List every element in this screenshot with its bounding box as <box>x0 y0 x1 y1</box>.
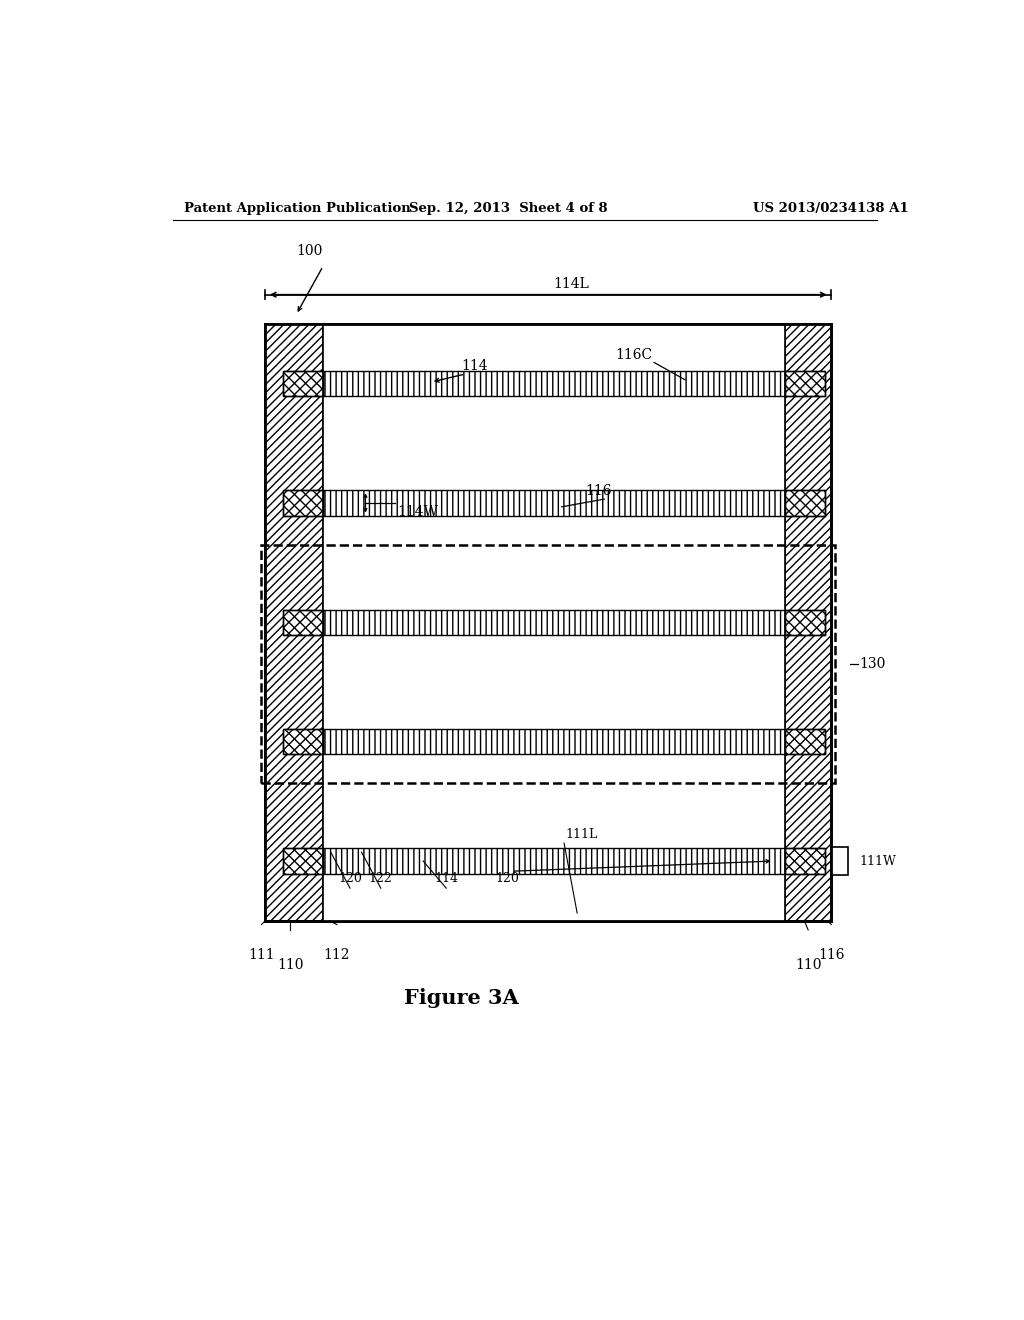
Bar <box>785 490 825 516</box>
Bar <box>283 729 323 755</box>
Text: 114: 114 <box>462 359 488 374</box>
Text: 114W: 114W <box>397 506 438 519</box>
Bar <box>785 323 831 921</box>
Text: 111W: 111W <box>860 854 897 867</box>
Text: Figure 3A: Figure 3A <box>404 987 519 1007</box>
Bar <box>785 849 825 874</box>
Text: US 2013/0234138 A1: US 2013/0234138 A1 <box>754 202 909 215</box>
Bar <box>785 729 825 755</box>
Bar <box>323 729 785 755</box>
Text: 116: 116 <box>585 484 611 499</box>
Bar <box>785 610 825 635</box>
Bar <box>283 371 323 396</box>
Text: 116C: 116C <box>615 347 652 362</box>
Bar <box>323 849 785 874</box>
Bar <box>323 490 785 516</box>
Text: 112: 112 <box>324 948 350 962</box>
Bar <box>785 371 825 396</box>
Bar <box>283 490 323 516</box>
Text: 122: 122 <box>369 873 392 886</box>
Bar <box>265 323 831 921</box>
Bar <box>323 323 785 921</box>
Text: 116: 116 <box>818 948 845 962</box>
Bar <box>785 371 825 396</box>
Bar <box>283 849 323 874</box>
Bar <box>323 610 785 635</box>
Bar <box>283 849 323 874</box>
Text: 114: 114 <box>434 873 459 886</box>
Text: 120: 120 <box>496 873 520 886</box>
Bar <box>283 610 323 635</box>
Bar <box>785 729 825 755</box>
Bar <box>831 847 848 875</box>
Text: 130: 130 <box>860 657 886 671</box>
Bar <box>785 490 825 516</box>
Bar <box>283 610 323 635</box>
Text: 114L: 114L <box>553 277 590 290</box>
Text: 120: 120 <box>338 873 361 886</box>
Bar <box>323 371 785 396</box>
Bar <box>785 610 825 635</box>
Text: 100: 100 <box>296 244 323 257</box>
Bar <box>261 545 836 784</box>
Text: Sep. 12, 2013  Sheet 4 of 8: Sep. 12, 2013 Sheet 4 of 8 <box>409 202 607 215</box>
Bar <box>283 490 323 516</box>
Bar <box>265 323 323 921</box>
Text: 110: 110 <box>795 957 821 972</box>
Text: 111L: 111L <box>565 828 598 841</box>
Text: 110: 110 <box>278 957 303 972</box>
Bar <box>785 849 825 874</box>
Bar <box>283 729 323 755</box>
Bar <box>283 371 323 396</box>
Text: Patent Application Publication: Patent Application Publication <box>184 202 412 215</box>
Text: 111: 111 <box>248 948 274 962</box>
Bar <box>265 323 831 921</box>
